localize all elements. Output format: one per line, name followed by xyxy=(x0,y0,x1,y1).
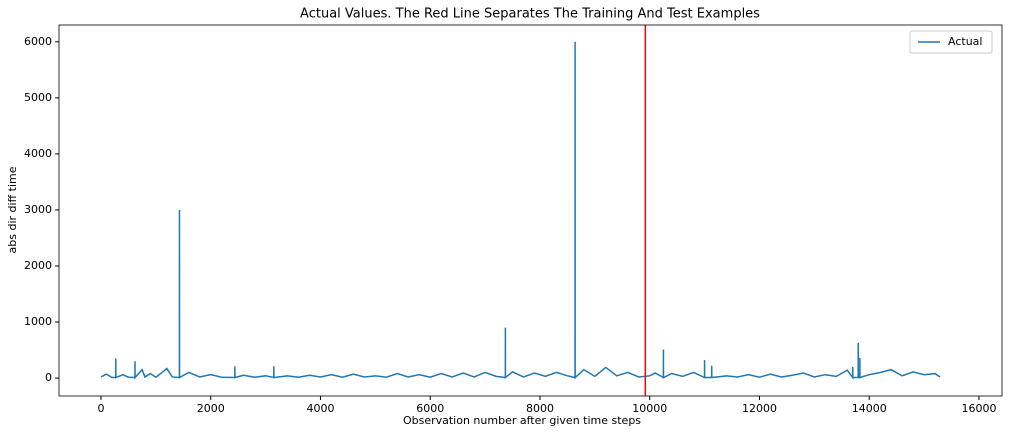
y-tick-label: 0 xyxy=(45,371,52,384)
x-tick-label: 10000 xyxy=(632,402,667,415)
x-tick-label: 4000 xyxy=(306,402,334,415)
x-tick-label: 8000 xyxy=(526,402,554,415)
y-axis-label: abs dir diff time xyxy=(6,166,19,253)
data-line xyxy=(100,41,941,380)
legend-box xyxy=(909,30,993,54)
y-tick-label: 6000 xyxy=(24,35,52,48)
x-axis-label: Observation number after given time step… xyxy=(403,414,641,427)
x-tick-label: 0 xyxy=(97,402,104,415)
y-tick-label: 1000 xyxy=(24,315,52,328)
y-tick-label: 5000 xyxy=(24,91,52,104)
x-tick-label: 14000 xyxy=(852,402,887,415)
x-tick-label: 6000 xyxy=(416,402,444,415)
y-tick-label: 2000 xyxy=(24,259,52,272)
legend-label: Actual xyxy=(948,35,982,48)
x-tick-label: 2000 xyxy=(197,402,225,415)
y-tick-label: 3000 xyxy=(24,203,52,216)
x-tick-label: 12000 xyxy=(742,402,777,415)
x-tick-label: 16000 xyxy=(961,402,996,415)
y-tick-label: 4000 xyxy=(24,147,52,160)
plot-frame xyxy=(58,24,1003,397)
chart-title: Actual Values. The Red Line Separates Th… xyxy=(300,7,760,22)
